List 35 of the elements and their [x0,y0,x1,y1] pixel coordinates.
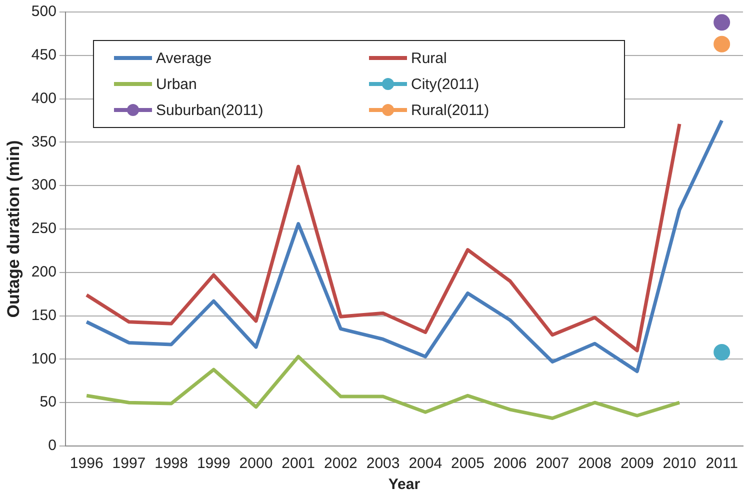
x-tick-label: 1996 [70,455,104,472]
legend-label: Rural [411,50,447,66]
y-tick-label: 450 [31,46,56,64]
x-tick-label: 2001 [282,455,316,472]
y-tick-label: 250 [31,220,56,238]
x-tick-label: 1998 [154,455,188,472]
legend-label: Rural(2011) [411,102,490,118]
y-tick-label: 50 [40,394,56,411]
x-axis-title: Year [388,476,420,494]
x-tick-label: 2003 [366,455,400,472]
x-tick-label: 2010 [662,455,696,472]
x-tick-label: 2000 [239,455,273,472]
y-tick-label: 350 [31,133,56,150]
x-tick-label: 2006 [493,455,527,472]
y-tick-label: 150 [31,306,56,324]
y-tick-label: 200 [31,264,56,281]
x-tick-label: 1999 [196,455,230,472]
legend-label: Average [156,50,212,66]
y-tick-label: 400 [31,90,56,107]
legend-label: City(2011) [411,76,480,92]
y-tick-label: 300 [31,176,56,194]
y-tick-label: 100 [31,350,56,368]
x-tick-label: 2008 [578,455,612,472]
x-tick-label: 2002 [324,455,358,472]
x-tick-label: 2009 [620,455,654,472]
x-tick-label: 2005 [451,455,484,472]
y-tick-label: 500 [31,3,56,20]
x-tick-label: 2007 [536,455,570,472]
x-tick-label: 1997 [112,455,146,472]
y-axis-title: Outage duration (min) [4,140,23,318]
y-tick-label: 0 [48,437,56,454]
legend-label: Urban [156,76,197,92]
x-tick-label: 2004 [408,455,442,472]
x-tick-label: 2011 [706,455,738,472]
legend-label: Suburban(2011) [156,102,264,118]
